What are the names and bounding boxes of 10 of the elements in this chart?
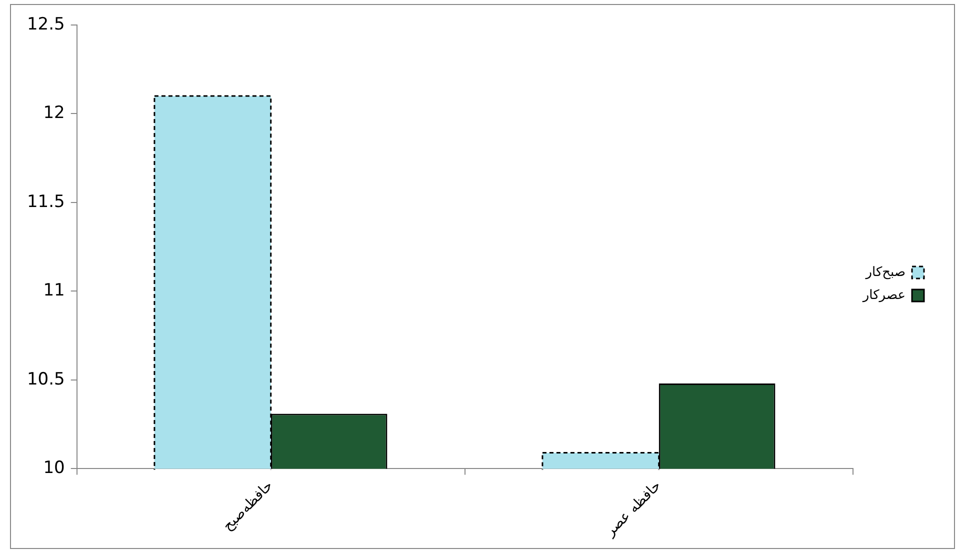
x-tick-label: حافظه عصر <box>602 478 664 540</box>
y-tick-label: 11.5 <box>26 192 65 212</box>
y-tick-label: 12 <box>43 103 65 124</box>
y-tick-label: 11 <box>43 280 65 301</box>
legend-label: عصرکار <box>862 288 906 303</box>
x-tick-label: حافظه‌صبح <box>220 478 276 534</box>
y-tick-label: 10.5 <box>26 369 65 390</box>
y-tick-label: 12.5 <box>26 14 65 34</box>
y-tick-label: 10 <box>43 458 65 478</box>
legend-label: صبح‌کار <box>864 264 906 280</box>
